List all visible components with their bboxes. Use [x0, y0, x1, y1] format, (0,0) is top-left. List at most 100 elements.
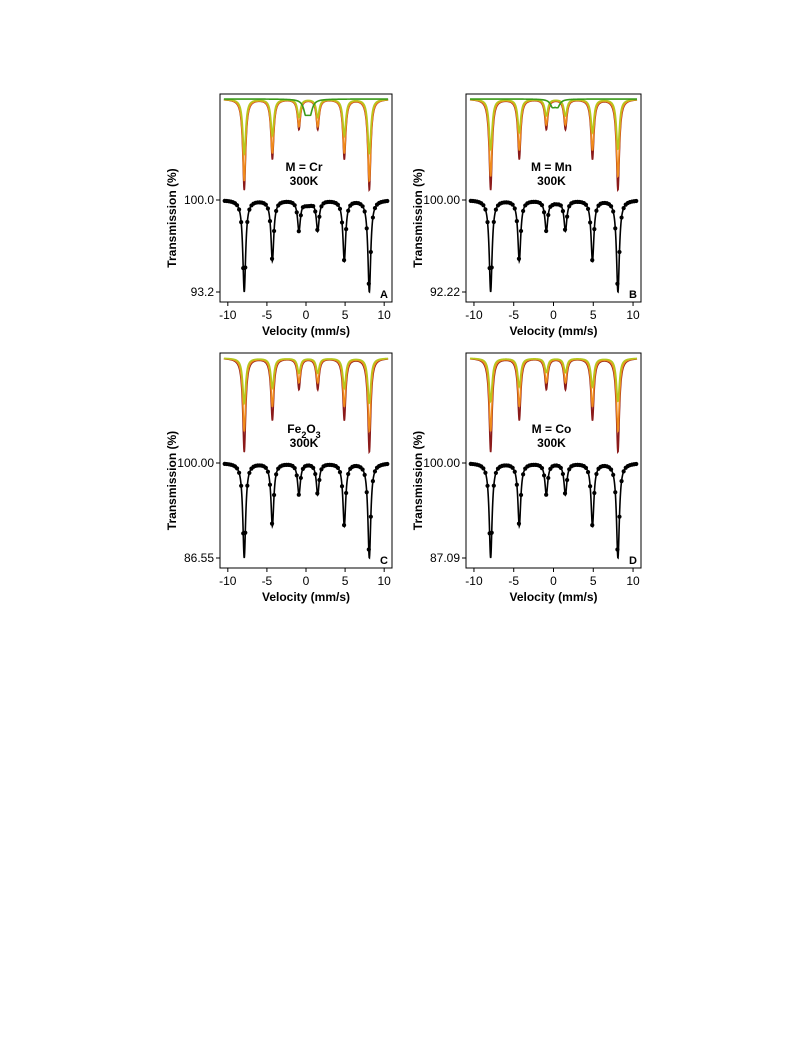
panel-a-data-point [339, 220, 345, 225]
panel-c-x-axis-title: Velocity (mm/s) [262, 590, 350, 604]
panel-a-data-point [344, 227, 349, 232]
panel-d-xtick-label: 0 [550, 574, 557, 588]
panel-d-annotation-line: 300K [537, 436, 566, 450]
panel-a-data-point [311, 204, 316, 209]
panel-c-xtick-label: 0 [303, 574, 310, 588]
panel-d-data-point [481, 466, 486, 471]
panel-c-data-point [362, 472, 367, 477]
panel-d-data-point [521, 472, 526, 477]
panel-c-data-point [335, 465, 341, 470]
panel-b-letter: B [629, 289, 637, 301]
panel-b-subspectrum-green [469, 98, 638, 109]
panel-c-data-point [265, 469, 271, 474]
panel-b-data-point [560, 209, 566, 214]
panel-d-data-point [493, 470, 499, 476]
panel-c-data-point [247, 470, 252, 476]
panel-b-data-point [521, 208, 526, 214]
panel-a-data-point [385, 198, 390, 204]
panel-b: -10 -5 0 5 10 100.00 92.22 Velocity (mm/s) Trans… [411, 93, 642, 338]
panel-c-data-point [296, 492, 301, 497]
panel-a-xtick-label: -5 [262, 308, 273, 322]
panel-d-data-point [619, 479, 624, 484]
panel-b-data-point [514, 219, 519, 224]
panel-d-ytick-label: 100.00 [423, 456, 460, 470]
panel-d-data-point [594, 471, 599, 477]
panel-c-data-point [292, 466, 297, 471]
panel-a-data-point [265, 206, 271, 211]
panel-c-data-point [245, 483, 250, 488]
panel-a: -10 -5 0 5 10 100.0 93.2 Velocity (mm/s) Transmi… [165, 93, 393, 338]
panel-b-data-point [611, 209, 616, 214]
panel-a-data-point [245, 219, 250, 225]
panel-b-data-point [619, 215, 624, 220]
panel-d-xtick-label: -10 [465, 574, 483, 588]
panel-c-data-point [372, 469, 378, 474]
panel-c-data-point [274, 472, 279, 477]
panel-c-data-point [339, 484, 345, 489]
panel-a-data-point [267, 219, 273, 224]
panel-c-data-point [263, 465, 268, 470]
panel-b-data-point [483, 207, 488, 212]
panel-d-data-point [613, 490, 618, 495]
panel-a-data-point [317, 214, 322, 219]
panel-d-data-point [608, 467, 614, 472]
panel-b-data-point [558, 203, 563, 208]
panel-a-data-point [292, 203, 297, 208]
panel-d-data-point [546, 475, 551, 481]
panel-d-y-axis-title: Transmission (%) [411, 431, 425, 530]
panel-c-data-point [370, 479, 375, 484]
panel-a-subspectrum-orange [223, 98, 389, 183]
panel-d-data-point [567, 467, 572, 472]
panel-a-x-axis-title: Velocity (mm/s) [262, 324, 350, 338]
panel-c-data-point [344, 490, 349, 496]
panel-c-data-point [269, 521, 275, 526]
panel-d-data-point [592, 490, 597, 496]
panel-c-ytick-label: 86.55 [184, 551, 214, 565]
panel-c-annotation-line: 300K [290, 436, 319, 450]
panel-b-xtick-label: 0 [550, 308, 557, 322]
panel-d-data-point [611, 472, 616, 477]
panel-c-data-point [366, 547, 371, 552]
panel-a-data-point [237, 207, 242, 212]
panel-c-xtick-label: -5 [262, 574, 273, 588]
panel-b-data-point [518, 228, 524, 234]
panel-d-ytick-label: 87.09 [430, 551, 460, 565]
panel-d-xtick-label: 10 [626, 574, 640, 588]
panel-d-letter: D [629, 555, 637, 567]
panel-d-data-point [483, 470, 488, 475]
panel-a-data-point [372, 206, 378, 211]
panel-d-data-point [617, 514, 622, 519]
panel-a-fit-line [223, 199, 389, 294]
panel-c-data-point [337, 470, 343, 475]
panel-c-data-point [267, 482, 273, 487]
panel-a-data-point [313, 209, 318, 214]
panel-d: -10 -5 0 5 10 100.00 87.09 Velocity (mm/s) Trans… [411, 352, 642, 604]
panel-a-annotation-line: M = Cr [285, 160, 322, 174]
panel-a-xtick-label: 5 [342, 308, 349, 322]
panel-a-data-point [298, 213, 303, 218]
panel-d-data-point [588, 484, 593, 489]
panel-a-data-point [370, 215, 375, 220]
panel-b-ytick-label: 100.00 [423, 193, 460, 207]
panel-a-data-point [296, 229, 301, 234]
panel-b-data-point [481, 203, 486, 208]
panel-d-data-point [489, 530, 494, 535]
panel-c-subspectrum-yellow-green [223, 357, 389, 406]
panel-a-data-point [294, 210, 299, 215]
panel-d-data-point [541, 473, 547, 478]
panel-b-data-point [615, 281, 620, 286]
panel-d-data-point [539, 466, 545, 471]
panel-d-data-point [544, 492, 549, 497]
panel-b-data-point [588, 220, 593, 225]
panel-a-data-point [346, 208, 351, 213]
panel-c-data-point [341, 523, 347, 528]
panel-b-data-point [512, 206, 517, 211]
panel-d-data-point [518, 492, 524, 498]
panel-b-data-point [516, 256, 522, 261]
panel-b-data-point [617, 249, 622, 255]
panel-c-letter: C [380, 555, 388, 567]
panel-b-data-point [539, 203, 545, 208]
panel-d-data-point [585, 470, 591, 475]
panel-a-y-axis-title: Transmission (%) [165, 168, 179, 267]
panel-a-ytick-label: 100.0 [184, 193, 214, 207]
